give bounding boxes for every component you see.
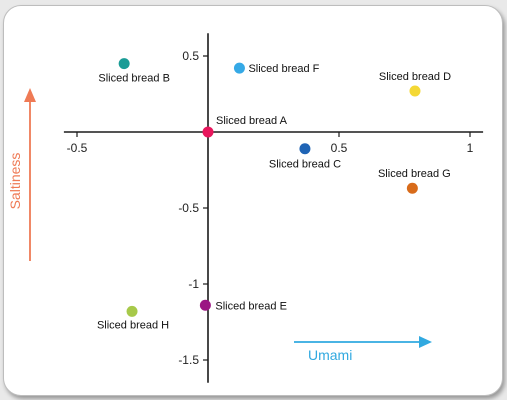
y-tick-label: -1	[188, 277, 199, 291]
sliced-bread-e-point	[199, 299, 211, 311]
scatter-chart: -0.5 0.5 10.5-0.5-1-1.5 Sliced bread ASlic…	[7, 33, 484, 383]
sliced-bread-d-point	[409, 85, 421, 97]
sliced-bread-c-point	[299, 143, 311, 155]
y-tick-label: 0.5	[182, 49, 199, 63]
data-points: Sliced bread A Sliced bread B Sliced bread…	[97, 58, 451, 331]
y-tick-label: -0.5	[178, 201, 199, 215]
sliced-bread-b-point	[118, 58, 130, 70]
umami-arrowhead	[419, 336, 432, 348]
saltiness-arrowhead	[24, 88, 36, 102]
sliced-bread-a-point	[202, 126, 214, 138]
sliced-bread-g-label: Sliced bread G	[378, 168, 451, 180]
sliced-bread-c-label: Sliced bread C	[269, 159, 341, 171]
chart-frame: -0.5 0.5 1 0.5 -0.5 -1 -1.5 Sliced bread A Slic…	[3, 5, 503, 396]
sliced-bread-h-label: Sliced bread H	[97, 319, 169, 331]
y-tick-label: -1.5	[178, 353, 199, 367]
sliced-bread-a-label: Sliced bread A	[216, 115, 288, 127]
sliced-bread-f-label: Sliced bread F	[248, 63, 319, 75]
sliced-bread-g-point	[406, 182, 418, 194]
tick-labels: -0.5 0.5 1 0.5 -0.5 -1 -1.5	[67, 49, 474, 367]
x-tick-label: -0.5	[67, 141, 88, 155]
sliced-bread-b-label: Sliced bread B	[98, 73, 170, 85]
sliced-bread-h-point	[126, 305, 138, 317]
axis-arrows: Umami Saltiness	[7, 88, 432, 363]
umami-axis-label: Umami	[308, 347, 352, 363]
x-tick-label: 0.5	[331, 141, 348, 155]
x-tick-label: 1	[467, 141, 474, 155]
saltiness-axis-label: Saltiness	[7, 153, 23, 210]
sliced-bread-e-label: Sliced bread E	[215, 300, 287, 312]
sliced-bread-f-point	[233, 62, 245, 74]
sliced-bread-d-label: Sliced bread D	[379, 71, 451, 83]
